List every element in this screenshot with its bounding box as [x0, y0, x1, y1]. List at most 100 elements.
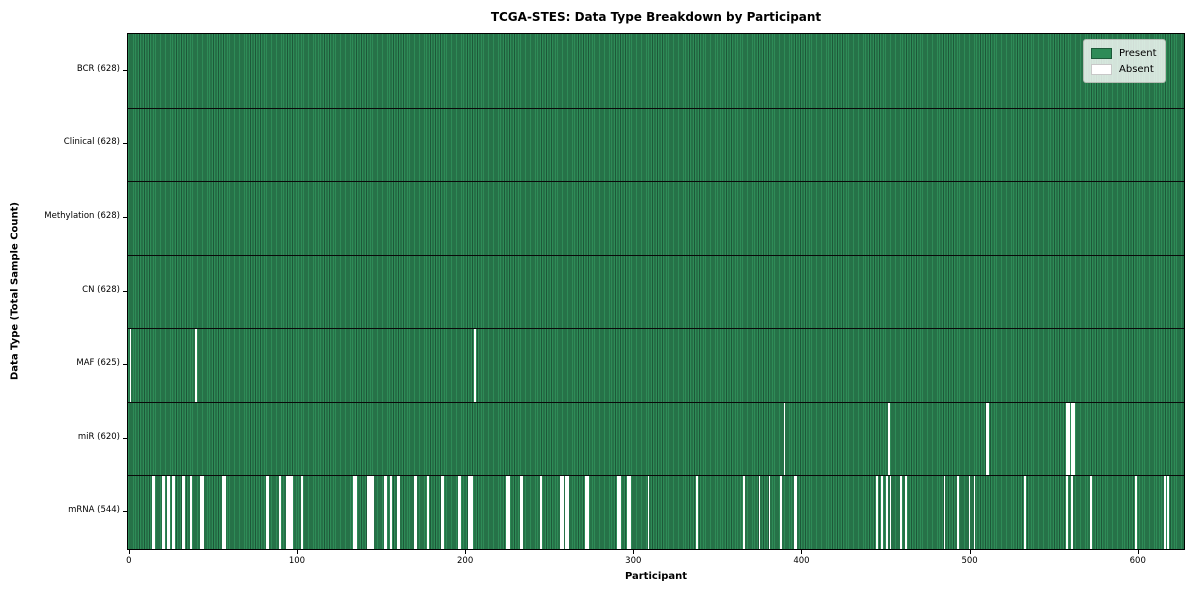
row-separator [128, 401, 1184, 403]
absent-mark [1066, 401, 1068, 476]
absent-mark [371, 475, 374, 549]
absent-mark [413, 475, 416, 549]
absent-mark [539, 475, 542, 549]
absent-mark [1163, 475, 1166, 549]
absent-mark [629, 475, 631, 549]
legend: Present Absent [1083, 39, 1166, 83]
legend-label: Absent [1119, 63, 1154, 75]
absent-mark [370, 475, 372, 549]
absent-mark [383, 475, 386, 549]
absent-mark [943, 475, 946, 549]
absent-mark [1067, 401, 1070, 476]
x-tick-label: 400 [793, 556, 810, 566]
absent-mark [696, 475, 699, 549]
x-tick-label: 100 [288, 556, 306, 566]
absent-mark [129, 328, 132, 402]
absent-mark [881, 475, 883, 549]
legend-swatch-absent [1091, 63, 1112, 75]
absent-mark [153, 475, 155, 549]
absent-mark [1089, 475, 1092, 549]
absent-mark [173, 475, 176, 549]
legend-label: Present [1119, 47, 1157, 59]
absent-mark [647, 475, 650, 549]
absent-mark [1167, 475, 1169, 549]
absent-mark [519, 475, 522, 549]
x-tick-label: 500 [961, 556, 978, 566]
absent-mark [368, 475, 371, 549]
y-tick-mark [123, 70, 127, 71]
absent-mark [956, 475, 959, 549]
absent-mark [267, 475, 270, 549]
y-tick-label: CN (628) [82, 284, 120, 295]
absent-mark [1071, 401, 1074, 476]
y-tick-label: MAF (625) [76, 358, 120, 369]
absent-mark [265, 475, 268, 549]
absent-mark [440, 475, 443, 549]
row-separator [128, 181, 1184, 183]
chart-title: TCGA-STES: Data Type Breakdown by Partic… [490, 10, 822, 24]
absent-mark [888, 401, 890, 476]
absent-mark [1071, 475, 1074, 549]
plot-area [127, 33, 1185, 550]
absent-mark [795, 475, 798, 549]
y-tick-label: mRNA (544) [68, 505, 120, 516]
absent-mark [287, 475, 290, 549]
absent-mark [467, 475, 470, 549]
absent-mark [617, 475, 619, 549]
absent-mark [627, 475, 630, 549]
y-tick-mark [123, 143, 127, 144]
absent-mark [521, 475, 524, 549]
legend-swatch-present [1091, 47, 1112, 59]
absent-mark [398, 475, 401, 549]
absent-mark [442, 475, 445, 549]
x-tick-mark [633, 550, 635, 554]
y-tick-label: Clinical (628) [63, 137, 120, 148]
absent-mark [168, 475, 171, 549]
y-tick-mark [123, 217, 127, 218]
absent-mark [469, 475, 472, 549]
absent-mark [904, 475, 907, 549]
absent-mark [279, 475, 282, 549]
y-tick-label: miR (620) [77, 431, 120, 442]
absent-mark [1024, 475, 1026, 549]
absent-mark [565, 475, 567, 549]
y-tick-label: BCR (628) [76, 63, 120, 74]
row-separator [128, 254, 1184, 256]
absent-mark [1073, 401, 1075, 476]
x-tick-label: 600 [1129, 556, 1146, 566]
x-tick-mark [296, 550, 298, 554]
absent-mark [190, 475, 192, 549]
heatmap-row-BCR [128, 34, 1184, 108]
heatmap-row-Clinical [128, 108, 1184, 182]
x-tick-mark [969, 550, 971, 554]
absent-mark [390, 475, 392, 549]
absent-mark [291, 475, 293, 549]
absent-mark [768, 475, 771, 549]
x-tick-mark [1137, 550, 1139, 554]
row-separator [128, 475, 1184, 477]
absent-mark [508, 475, 510, 549]
absent-mark [758, 475, 761, 549]
absent-mark [889, 475, 892, 549]
absent-mark [200, 475, 202, 549]
absent-mark [1066, 475, 1068, 549]
x-tick-label: 200 [457, 556, 474, 566]
x-axis-label: Participant [624, 571, 688, 582]
absent-mark [355, 475, 357, 549]
absent-mark [415, 475, 418, 549]
absent-mark [973, 475, 976, 549]
absent-mark [201, 475, 204, 549]
absent-mark [987, 401, 989, 476]
absent-mark [474, 328, 477, 402]
absent-mark [397, 475, 399, 549]
x-tick-mark [801, 550, 803, 554]
absent-mark [286, 475, 288, 549]
heatmap-row-miR [128, 401, 1184, 476]
absent-mark [506, 475, 509, 549]
y-tick-mark [123, 291, 127, 292]
absent-mark [566, 475, 569, 549]
absent-mark [353, 475, 355, 549]
absent-mark [619, 475, 621, 549]
y-tick-mark [123, 438, 127, 439]
